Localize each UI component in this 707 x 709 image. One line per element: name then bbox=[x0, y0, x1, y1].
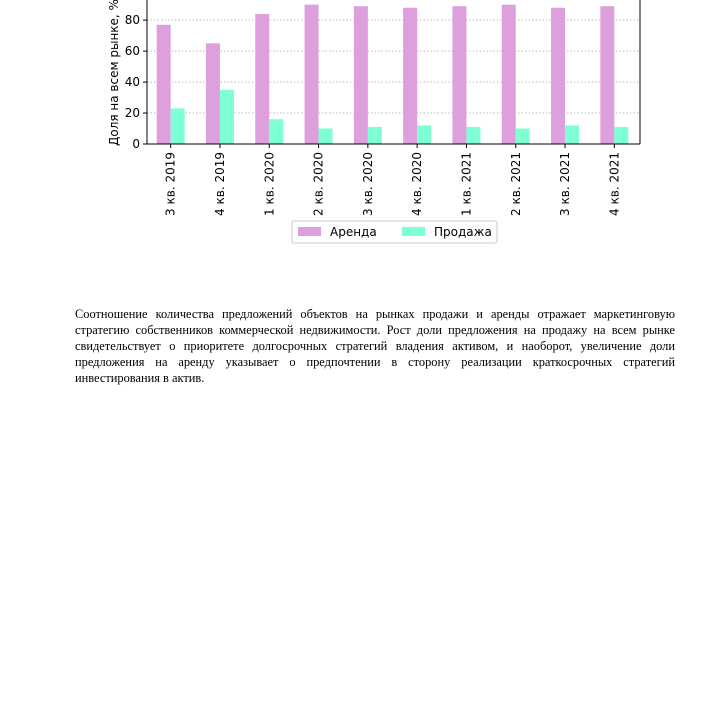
legend-label-arenda: Аренда bbox=[330, 225, 377, 239]
bar-arenda bbox=[501, 4, 516, 145]
bar-prodazha bbox=[367, 126, 382, 144]
y-ticks: 0 20 40 60 80 bbox=[125, 13, 147, 151]
bar-arenda bbox=[353, 6, 368, 145]
bar-arenda bbox=[403, 7, 418, 145]
bars bbox=[156, 4, 629, 145]
description-paragraph: Соотношение количества предложений объек… bbox=[75, 307, 675, 385]
x-tick-label: 3 кв. 2020 bbox=[361, 152, 375, 216]
bar-prodazha bbox=[318, 128, 333, 144]
bar-chart: 0 20 40 60 80 3 кв. 2019 4 кв. 2019 1 кв. 2020… bbox=[107, 0, 641, 244]
legend-swatch-prodazha bbox=[402, 227, 425, 236]
bar-prodazha bbox=[170, 108, 185, 144]
x-tick-label: 3 кв. 2019 bbox=[164, 152, 178, 216]
x-tick-label: 4 кв. 2021 bbox=[607, 152, 621, 216]
bar-prodazha bbox=[515, 128, 530, 144]
bar-arenda bbox=[551, 7, 566, 145]
x-tick-label: 2 кв. 2020 bbox=[312, 152, 326, 216]
bar-arenda bbox=[156, 24, 171, 144]
y-tick-label: 0 bbox=[132, 137, 140, 151]
x-tick-label: 3 кв. 2021 bbox=[558, 152, 572, 216]
y-tick-label: 80 bbox=[125, 13, 140, 27]
y-axis-label: Доля на всем рынке, % bbox=[107, 0, 121, 146]
bar-arenda bbox=[255, 13, 270, 144]
bar-prodazha bbox=[417, 125, 432, 144]
x-tick-label: 4 кв. 2020 bbox=[410, 152, 424, 216]
bar-prodazha bbox=[219, 89, 234, 144]
x-tick-label: 1 кв. 2020 bbox=[262, 152, 276, 216]
y-tick-label: 60 bbox=[125, 44, 140, 58]
x-tick-label: 4 кв. 2019 bbox=[213, 152, 227, 216]
bar-prodazha bbox=[466, 126, 481, 144]
y-tick-label: 40 bbox=[125, 75, 140, 89]
bar-arenda bbox=[205, 43, 220, 144]
bar-prodazha bbox=[565, 125, 580, 144]
legend-swatch-arenda bbox=[298, 227, 321, 236]
bar-arenda bbox=[304, 4, 319, 145]
x-ticks: 3 кв. 2019 4 кв. 2019 1 кв. 2020 2 кв. 2020… bbox=[164, 144, 621, 216]
bar-prodazha bbox=[614, 126, 629, 144]
bar-arenda bbox=[452, 6, 467, 145]
x-tick-label: 2 кв. 2021 bbox=[509, 152, 523, 216]
bar-arenda bbox=[600, 6, 615, 145]
bar-prodazha bbox=[269, 119, 284, 144]
y-tick-label: 20 bbox=[125, 106, 140, 120]
legend-frame bbox=[291, 220, 498, 244]
legend: Аренда Продажа bbox=[291, 220, 498, 244]
x-tick-label: 1 кв. 2021 bbox=[459, 152, 473, 216]
legend-label-prodazha: Продажа bbox=[434, 225, 492, 239]
